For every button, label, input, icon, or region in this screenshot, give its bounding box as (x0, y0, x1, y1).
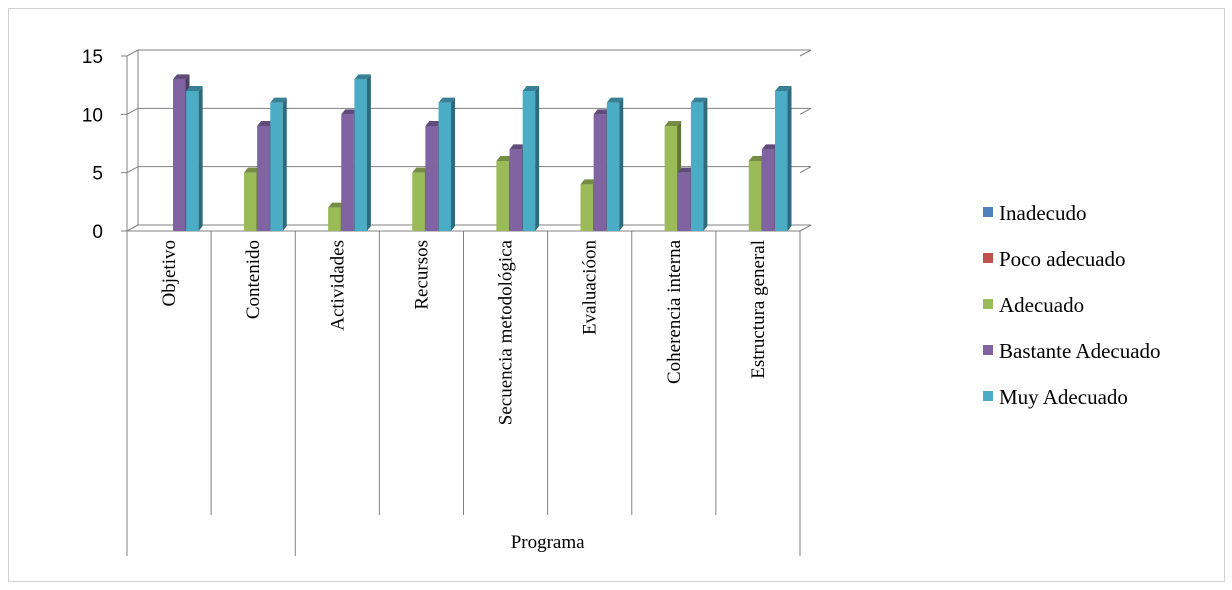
bar-top (580, 179, 597, 185)
bar-top (425, 121, 442, 126)
bar-front (257, 126, 270, 231)
bar-top (761, 144, 779, 150)
bar (438, 97, 456, 232)
bar-top (664, 121, 682, 126)
bar (775, 86, 792, 231)
category-label: Contenido (243, 240, 264, 319)
bar-front (509, 149, 522, 231)
category-label: Secuencia metodológica (496, 239, 517, 425)
bar-front (748, 161, 762, 231)
bar-front (173, 79, 186, 231)
bar-side (451, 97, 456, 232)
bar-top (270, 97, 287, 103)
bar-front (270, 102, 283, 232)
gridline-depth (126, 224, 139, 232)
category-label: Actividades (327, 240, 348, 331)
bar (606, 97, 624, 232)
legend-swatch (983, 207, 993, 217)
bar-top (328, 202, 345, 208)
bar-top (412, 167, 429, 173)
bar-front (580, 184, 593, 231)
gridline-depth (126, 166, 139, 174)
gridline-right-depth (799, 224, 812, 232)
bar-top (438, 97, 456, 103)
bar-side (198, 86, 203, 231)
bar-top (690, 97, 708, 103)
legend-label: Bastante Adecuado (999, 339, 1161, 363)
bar-front (186, 91, 199, 231)
bar-side (282, 97, 287, 232)
bar-front (761, 149, 775, 231)
bar-front (341, 114, 354, 231)
legend-swatch (983, 345, 993, 355)
category-label: Estructura general (748, 240, 769, 379)
bar-front (677, 172, 691, 231)
legend-label: Adecuado (999, 293, 1084, 317)
gridline-depth (126, 49, 139, 57)
gridline-right-depth (799, 107, 812, 115)
gridline-right-depth (799, 49, 812, 57)
bar-top (354, 74, 371, 80)
bar-top (186, 86, 203, 91)
bar-front (354, 79, 367, 231)
bar-side (787, 86, 792, 231)
bar (186, 86, 203, 231)
y-tick-label: 10 (82, 105, 103, 126)
bar (270, 97, 287, 232)
bar-top (496, 156, 513, 161)
bar-top (775, 86, 792, 91)
y-tick-label: 15 (82, 47, 103, 68)
bar (522, 86, 540, 231)
bar-front (496, 161, 509, 231)
bar-top (257, 121, 274, 126)
bar-top (522, 86, 540, 91)
legend-swatch (983, 253, 993, 263)
bar-top (341, 109, 358, 115)
category-label: Coherencia interna (664, 239, 685, 384)
bar-front (606, 102, 620, 232)
bar-top (677, 167, 695, 173)
legend-label: Poco adecuado (999, 247, 1126, 271)
bar-side (535, 86, 540, 231)
category-label: Objetivo (159, 240, 180, 307)
bar-front (412, 172, 425, 231)
gridlines (126, 49, 812, 232)
bar-front (243, 172, 257, 231)
y-tick-label: 5 (92, 164, 103, 185)
bar-top (606, 97, 624, 103)
legend: Inadecudo Poco adecuado Adecuado Bastante A… (983, 201, 1161, 409)
bar-side (619, 97, 624, 232)
axes (121, 50, 801, 556)
bar-front (664, 126, 678, 231)
bar-top (748, 156, 766, 161)
bar-front (425, 126, 438, 231)
bar-front (775, 91, 788, 231)
bar-front (522, 91, 536, 231)
bar-top (593, 109, 611, 115)
bar (690, 97, 708, 232)
bar-front (690, 102, 704, 232)
gridline-right-depth (799, 166, 812, 174)
legend-label: Inadecudo (999, 201, 1086, 225)
bar-top (173, 74, 190, 80)
bar-top (243, 167, 261, 173)
category-label: Recursos (411, 240, 432, 310)
legend-label: Muy Adecuado (999, 385, 1128, 409)
bar-top (509, 144, 526, 150)
axis-labels: 0 5 10 15 Objetivo Contenido Actividades Recurs… (82, 47, 769, 553)
bar-side (366, 74, 371, 231)
bar-front (328, 207, 341, 231)
legend-swatch (983, 299, 993, 309)
group-label: Programa (511, 532, 585, 553)
legend-swatch (983, 391, 993, 401)
y-tick-label: 0 (92, 222, 103, 243)
bars (173, 74, 792, 232)
gridline-depth (126, 107, 139, 115)
bar-side (703, 97, 708, 232)
bar (354, 74, 371, 231)
bar-front (593, 114, 607, 231)
category-label: Evaluacióon (580, 240, 601, 335)
bar-front (438, 102, 452, 232)
